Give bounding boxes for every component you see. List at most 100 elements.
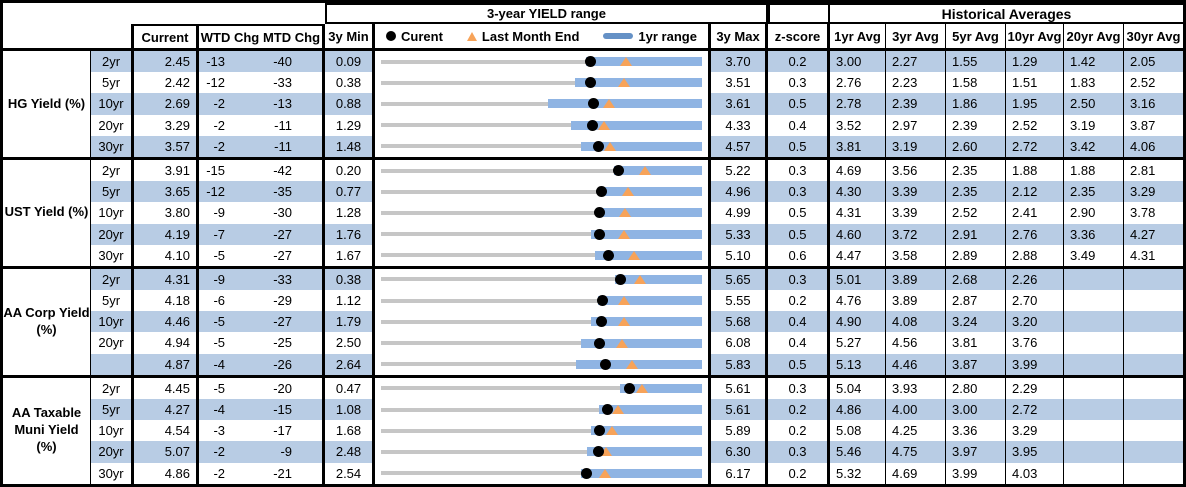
tenor-cell: 30yr [91,135,134,157]
current-cell: 4.94 [134,332,199,354]
avg-20yr-cell: 2.35 [1064,181,1124,203]
last-month-triangle-icon [634,274,647,284]
current-cell: 4.19 [134,223,199,245]
last-month-triangle-icon [600,447,613,457]
mtd-chg-cell: -11 [261,135,325,157]
range-bar [571,120,702,130]
section-aa: AA Corp Yield (%) 2yr 4.31 -9 -33 0.38 5.65 0.3… [3,268,1183,378]
avg-30yr-cell: 3.87 [1130,117,1156,133]
avg-30yr-cell: 2.52 [1130,75,1156,91]
max-3y-cell: 5.22 [711,159,768,182]
current-cell: 4.87 [134,353,199,375]
range-bar [590,317,702,327]
max-3y-cell: 4.33 [711,114,768,136]
legend-current-item: Curent [386,29,443,44]
avg-30yr-cell [1124,378,1183,399]
avg-20yr-cell [1064,377,1124,399]
mtd-chg-cell: -33 [261,268,325,291]
col-header-mtd-chg: MTD Chg [261,24,325,48]
table-row: 2yr 3.91 -15 -42 0.20 5.22 0.3 4.69 3.56 2.35 1.88… [91,159,1183,182]
avg-10yr-cell: 2.88 [1006,244,1064,266]
avg-10yr-cell: 2.72 [1006,135,1064,157]
track-line [381,319,702,324]
range-bar [576,359,702,369]
zscore-cell: 0.3 [768,72,830,94]
avg-5yr-cell: 2.60 [946,135,1006,157]
current-cell: 4.18 [134,290,199,312]
avg-10yr-cell: 1.95 [1006,93,1064,115]
avg-10yr-cell: 1.29 [1006,51,1064,73]
zscore-cell: 0.3 [768,159,830,182]
avg-5yr-cell: 1.55 [946,51,1006,73]
yield-range-chart-cell [375,181,711,203]
current-cell: 3.57 [134,135,199,157]
zscore-cell: 0.2 [768,290,830,312]
current-cell: 2.69 [134,93,199,115]
last-month-triangle-icon [636,383,649,393]
chart-legend: Curent Last Month End 1yr range [375,24,711,48]
current-cell: 4.31 [134,268,199,291]
avg-5yr-cell: 2.35 [946,159,1006,182]
avg-5yr-cell: 3.97 [946,441,1006,463]
avg-30yr-cell [1124,290,1183,311]
mtd-chg-cell: -11 [261,114,325,136]
wtd-chg-cell: -15 [206,162,225,178]
legend-last-month-item: Last Month End [466,29,579,44]
current-cell: 3.80 [134,202,199,224]
yield-range-chart-cell [375,332,711,354]
avg-30yr-cell [1124,332,1183,353]
avg-30yr-cell: 2.05 [1124,51,1183,73]
avg-5yr-cell: 2.87 [946,290,1006,312]
avg-20yr-cell: 2.50 [1064,93,1124,115]
wtd-chg-cell: -5 [213,380,225,396]
wtd-chg-cell: -9 [199,268,261,291]
avg-20yr-cell [1064,441,1124,463]
table-row: 20yr 5.07 -2 -9 2.48 6.30 0.3 5.46 4.75 3.97 3.95 [91,441,1183,463]
avg-30yr-cell: 2.81 [1130,162,1156,178]
chart-title: 3-year YIELD range [325,3,768,24]
legend-1yr-range-label: 1yr range [638,28,697,44]
section-ust: UST Yield (%) 2yr 3.91 -15 -42 0.20 5.22 0.3 4.6… [3,159,1183,269]
yield-range-chart-cell [375,399,711,421]
tenor-cell: 5yr [91,290,134,312]
avg-10yr-cell: 3.99 [1006,353,1064,375]
avg-1yr-cell: 3.00 [830,51,886,73]
col-header-3yr-avg: 3yr Avg [886,24,946,48]
current-cell: 2.42 [134,72,199,94]
avg-5yr-cell: 3.81 [946,332,1006,354]
track-line [381,362,702,367]
avg-30yr-cell [1124,311,1183,333]
current-dot-icon [597,295,609,307]
table-row: 10yr 4.46 -5 -27 1.79 5.68 0.4 4.90 4.08 3.24 3.20 [91,311,1183,333]
section-rows: 2yr 4.31 -9 -33 0.38 5.65 0.3 5.01 3.89 2.68 2.26 5… [91,268,1183,375]
track-line [381,80,702,85]
col-header-3y-min: 3y Min [325,24,375,48]
range-bar [580,338,702,348]
min-3y-cell: 1.12 [325,290,375,312]
zscore-cell: 0.3 [768,268,830,291]
min-3y-cell: 2.48 [325,441,375,463]
avg-1yr-cell: 5.08 [830,420,886,442]
table-row: 30yr 4.86 -2 -21 2.54 6.17 0.2 5.32 4.69 3.99 4.03 [91,462,1183,484]
min-3y-cell: 1.48 [325,135,375,157]
min-3y-cell: 2.54 [325,462,375,484]
avg-3yr-cell: 3.89 [886,268,946,291]
max-3y-cell: 5.83 [711,353,768,375]
max-3y-cell: 6.08 [711,332,768,354]
table-row: 30yr 4.10 -5 -27 1.67 5.10 0.6 4.47 3.58 2.89 2.88… [91,244,1183,266]
avg-3yr-cell: 4.56 [886,332,946,354]
table-row: 10yr 4.54 -3 -17 1.68 5.89 0.2 5.08 4.25 3.36 3.29 [91,420,1183,442]
yield-range-chart-cell [375,159,711,182]
range-bar-icon [603,33,634,39]
zscore-cell: 0.4 [768,114,830,136]
max-3y-cell: 5.61 [711,399,768,421]
table-row: 2yr 4.45 -5 -20 0.47 5.61 0.3 5.04 3.93 2.80 2.29 [91,377,1183,399]
tenor-cell: 2yr [91,159,134,182]
mtd-chg-cell: -25 [261,332,325,354]
range-bar [599,187,702,197]
last-month-triangle-icon [616,338,629,348]
col-header-5yr-avg: 5yr Avg [946,24,1006,48]
avg-1yr-cell: 2.78 [830,93,886,115]
yield-range-chart-cell [375,202,711,224]
table-row: 5yr 3.65 -12 -35 0.77 4.96 0.3 4.30 3.39 2.35 2.12… [91,181,1183,203]
